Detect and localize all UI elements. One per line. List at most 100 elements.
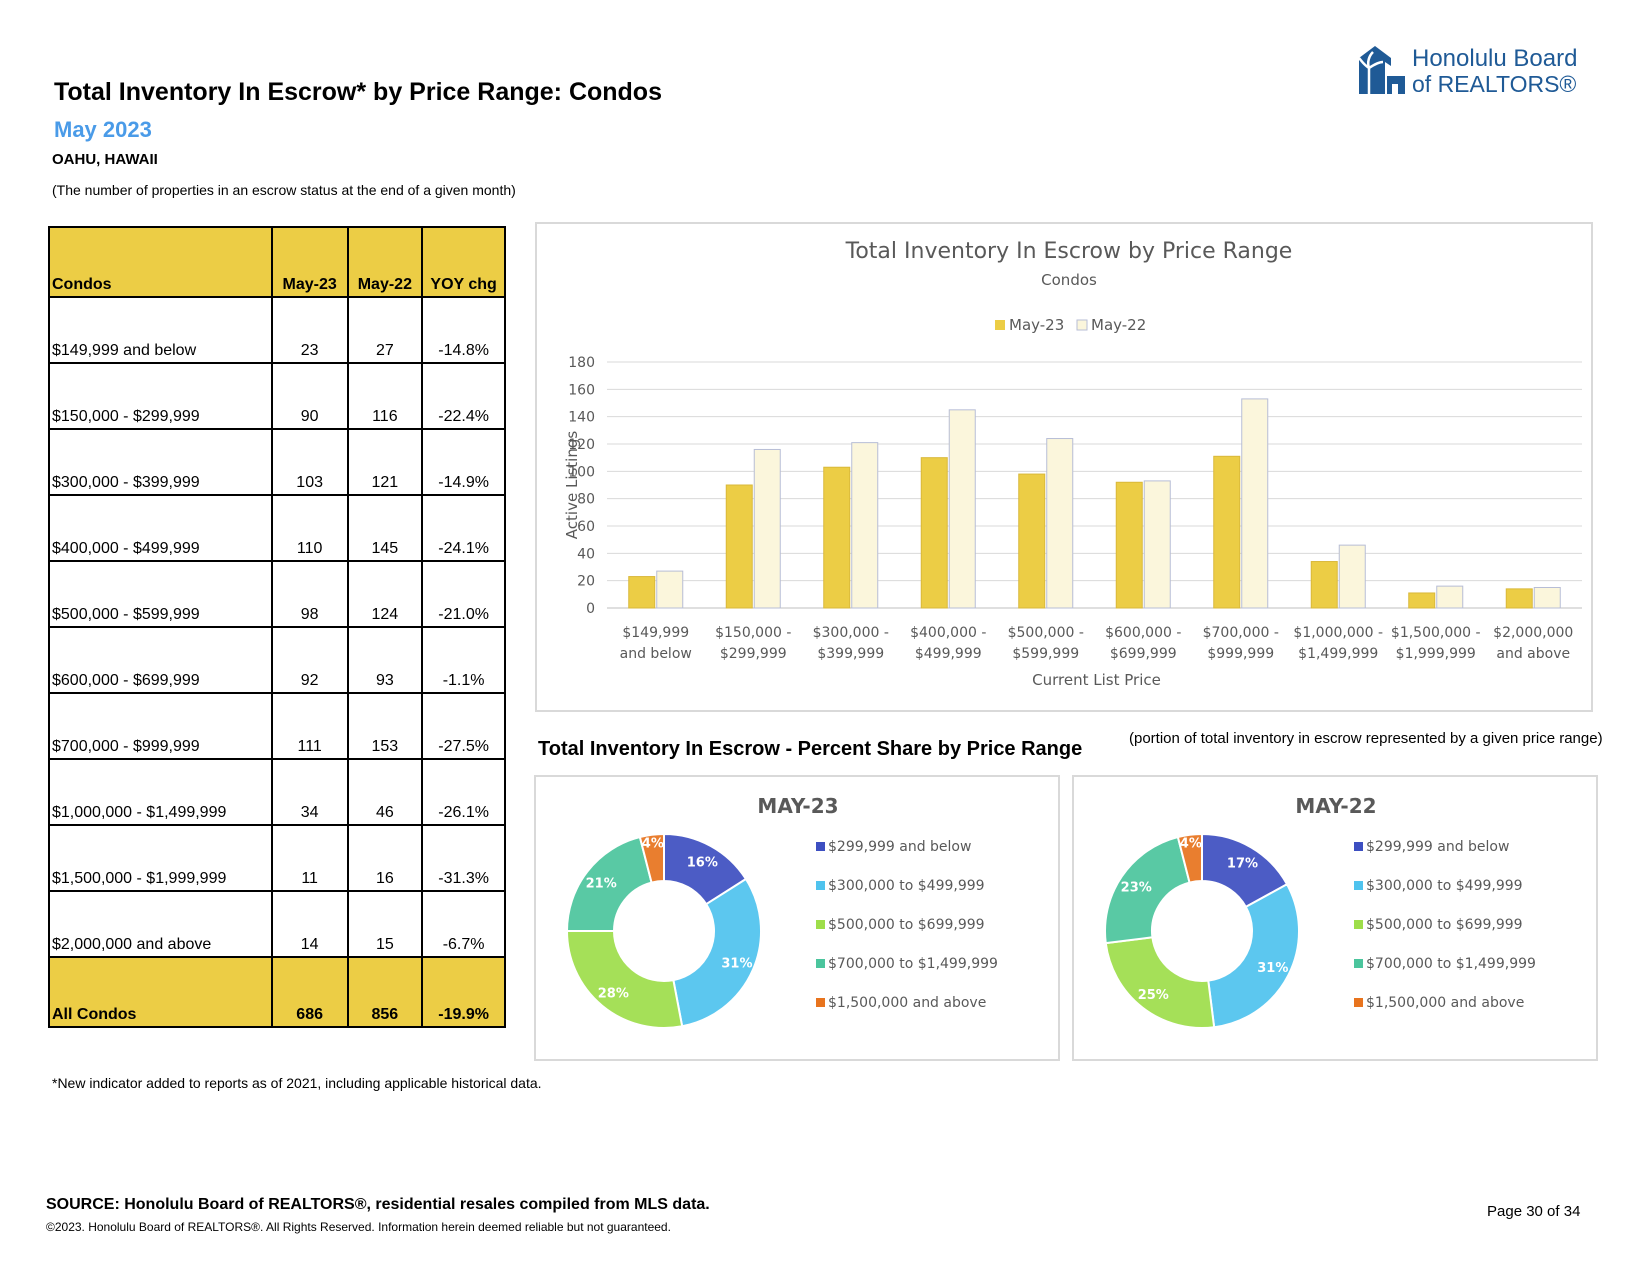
table-cell: 90 (270, 362, 349, 430)
table-cell: 27 (346, 296, 424, 364)
pie-value-label: 4% (1180, 837, 1202, 852)
table-row: $1,000,000 - $1,499,999 34 46 -26.1% (48, 758, 506, 826)
x-tick-label: and above (1496, 646, 1570, 662)
location-label: OAHU, HAWAII (52, 151, 158, 168)
table-cell: $300,000 - $399,999 (48, 428, 273, 496)
legend-swatch (816, 881, 825, 890)
pie-value-label: 23% (1121, 880, 1152, 895)
legend-swatch (1354, 920, 1363, 929)
x-tick-label: $150,000 - (715, 625, 791, 641)
table-cell: 153 (346, 692, 424, 760)
table-cell: 34 (270, 758, 349, 826)
pie-value-label: 28% (598, 986, 629, 1001)
pie-slice (1104, 835, 1191, 945)
pie-chart-panel-may22: MAY-22 17% 31% 25% 23% 4% $299,999 and below $3… (1072, 775, 1598, 1061)
table-cell: 145 (346, 494, 424, 562)
table-cell: 92 (270, 626, 349, 694)
table-cell: 11 (270, 824, 349, 892)
table-cell: $149,999 and below (48, 296, 273, 364)
table-cell: $400,000 - $499,999 (48, 494, 273, 562)
bar-may-22 (1436, 585, 1464, 609)
pie-value-label: 31% (1257, 961, 1288, 976)
table-cell: -31.3% (421, 824, 506, 892)
legend-swatch (816, 920, 825, 929)
y-tick-label: 140 (568, 410, 595, 426)
table-cell: $150,000 - $299,999 (48, 362, 273, 430)
table-cell: 16 (346, 824, 424, 892)
x-tick-label: and below (620, 646, 692, 662)
legend-label: $1,500,000 and above (828, 995, 986, 1011)
legend-swatch-may23 (995, 320, 1005, 330)
legend-label: $500,000 to $699,999 (1366, 917, 1523, 933)
table-cell: -1.1% (421, 626, 506, 694)
x-tick-label: $149,999 (622, 625, 689, 641)
bar-may-22 (1338, 544, 1366, 609)
x-tick-label: $1,000,000 - (1293, 625, 1383, 641)
x-tick-label: $600,000 - (1105, 625, 1181, 641)
legend-swatch-may22 (1076, 319, 1088, 331)
table-header-cell: May-23 (270, 226, 349, 298)
report-note: (The number of properties in an escrow s… (52, 182, 516, 198)
pie-title: MAY-22 (1295, 794, 1376, 818)
y-tick-label: 100 (568, 464, 595, 480)
table-cell: $700,000 - $999,999 (48, 692, 273, 760)
y-tick-label: 160 (568, 382, 595, 398)
table-header-cell: YOY chg (421, 226, 506, 298)
pie-slice (1104, 936, 1216, 1029)
x-tick-label: $999,999 (1207, 646, 1274, 662)
table-cell: 110 (270, 494, 349, 562)
x-tick-label: $699,999 (1110, 646, 1177, 662)
bar-may-23 (628, 576, 656, 609)
page-number: Page 30 of 34 (1487, 1203, 1581, 1220)
table-header-row: Condos May-23 May-22 YOY chg (48, 226, 506, 298)
x-tick-label: $399,999 (817, 646, 884, 662)
legend-swatch (1354, 842, 1363, 851)
y-tick-label: 20 (577, 574, 595, 590)
table-cell: $2,000,000 and above (48, 890, 273, 958)
legend-label: $500,000 to $699,999 (828, 917, 985, 933)
table-row: $1,500,000 - $1,999,999 11 16 -31.3% (48, 824, 506, 892)
pie-value-label: 25% (1138, 988, 1169, 1003)
bar-may-22 (753, 448, 781, 609)
table-row: $600,000 - $699,999 92 93 -1.1% (48, 626, 506, 694)
legend-label: $299,999 and below (828, 839, 971, 855)
y-tick-label: 40 (577, 546, 595, 562)
legend-label: $700,000 to $1,499,999 (1366, 956, 1536, 972)
page-title: Total Inventory In Escrow* by Price Rang… (54, 78, 662, 106)
table-cell: -6.7% (421, 890, 506, 958)
legend-label: $300,000 to $499,999 (1366, 878, 1523, 894)
table-cell: 124 (346, 560, 424, 628)
legend-swatch (816, 998, 825, 1007)
table-cell: -26.1% (421, 758, 506, 826)
x-tick-label: $599,999 (1012, 646, 1079, 662)
table-cell: 15 (346, 890, 424, 958)
x-tick-label: $499,999 (915, 646, 982, 662)
pie-section-description: (portion of total inventory in escrow re… (1129, 730, 1603, 747)
legend-label: $700,000 to $1,499,999 (828, 956, 998, 972)
bar-may-23 (823, 466, 851, 609)
table-cell: $1,000,000 - $1,499,999 (48, 758, 273, 826)
bar-may-22 (656, 570, 684, 609)
legend-label: $1,500,000 and above (1366, 995, 1524, 1011)
chart-subtitle: Condos (1041, 271, 1097, 289)
bar-may-22 (1143, 480, 1171, 609)
table-cell: -14.8% (421, 296, 506, 364)
pie-value-label: 31% (721, 957, 752, 972)
pie-chart-may23: MAY-23 16% 31% 28% 21% 4% $299,999 and below $3… (565, 794, 998, 1029)
legend-label: $299,999 and below (1366, 839, 1509, 855)
legend-label: May-23 (1009, 316, 1064, 334)
pie-slice (1176, 832, 1203, 884)
bar-may-23 (725, 484, 753, 609)
table-cell: $500,000 - $599,999 (48, 560, 273, 628)
y-tick-label: 0 (586, 601, 595, 617)
y-tick-label: 180 (568, 355, 595, 371)
table-cell: 93 (346, 626, 424, 694)
pie-slice (638, 832, 665, 884)
bar-chart-panel: Total Inventory In Escrow by Price Range… (535, 222, 1593, 712)
bar-chart: Total Inventory In Escrow by Price Range… (563, 239, 1582, 689)
table-total-row: All Condos 686 856 -19.9% (48, 956, 506, 1028)
x-tick-label: $1,500,000 - (1391, 625, 1481, 641)
table-cell: $600,000 - $699,999 (48, 626, 273, 694)
x-tick-label: $400,000 - (910, 625, 986, 641)
table-row: $2,000,000 and above 14 15 -6.7% (48, 890, 506, 958)
